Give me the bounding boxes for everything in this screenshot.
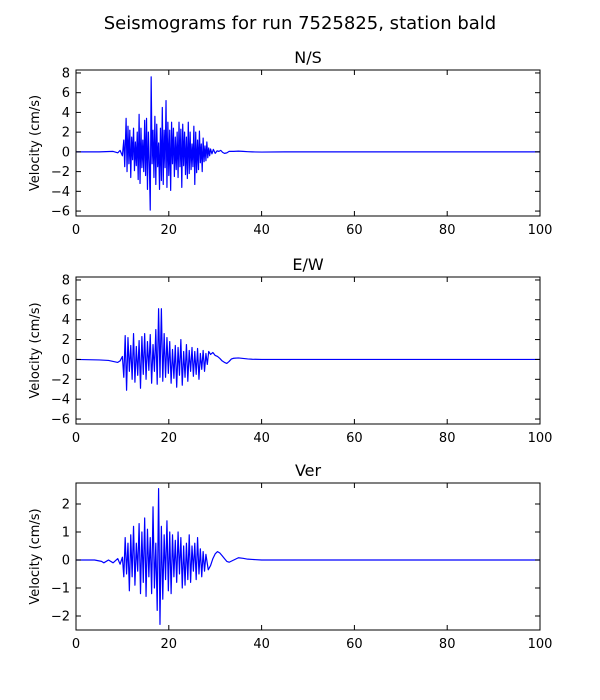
y-tick-label-ver: 2 [62, 498, 70, 513]
y-tick-label-ver: −1 [51, 582, 70, 597]
x-tick-label-ver: 40 [253, 637, 270, 652]
y-tick-label-ew: −4 [51, 393, 70, 408]
y-tick-label-ns: 8 [62, 66, 70, 81]
x-tick-label-ew: 20 [161, 431, 178, 446]
y-tick-label-ver: 0 [62, 554, 70, 569]
axes-frame-ver [75, 482, 541, 631]
x-tick-label-ew: 100 [528, 431, 553, 446]
x-tick-label-ns: 60 [346, 223, 363, 238]
y-tick-label-ew: −6 [51, 413, 70, 428]
y-axis-label-ns: Velocity (cm/s) [28, 95, 43, 191]
y-tick-label-ew: 8 [62, 273, 70, 288]
y-axis-label-ver: Velocity (cm/s) [28, 508, 43, 604]
y-tick-label-ns: −4 [51, 185, 70, 200]
panel-title-ver: Ver [295, 461, 322, 480]
x-tick-label-ew: 80 [439, 431, 456, 446]
x-tick-label-ns: 100 [528, 223, 553, 238]
y-tick-label-ns: 6 [62, 86, 70, 101]
axes-frame-ew [75, 276, 541, 425]
x-tick-label-ew: 40 [253, 431, 270, 446]
figure-title: Seismograms for run 7525825, station bal… [104, 13, 496, 34]
axes-frame-ns [75, 69, 541, 217]
x-tick-label-ver: 0 [72, 637, 80, 652]
panel-title-ns: N/S [294, 48, 322, 67]
x-tick-label-ver: 60 [346, 637, 363, 652]
y-tick-label-ew: 6 [62, 293, 70, 308]
series-line-ew [76, 308, 540, 391]
y-axis-label-ew: Velocity (cm/s) [28, 302, 43, 398]
y-tick-label-ew: 4 [62, 313, 70, 328]
x-tick-label-ver: 100 [528, 637, 553, 652]
panel-ew: E/W Velocity (cm/s) 0 20 40 60 80 100 −6 −4 −2 0 2 4 6… [28, 255, 552, 446]
x-tick-label-ew: 60 [346, 431, 363, 446]
x-tick-label-ns: 40 [253, 223, 270, 238]
y-tick-label-ns: 2 [62, 126, 70, 141]
y-tick-label-ew: 0 [62, 353, 70, 368]
y-tick-label-ns: −6 [51, 205, 70, 220]
series-line-ver [76, 488, 540, 626]
panel-ver: Ver Velocity (cm/s) 0 20 40 60 80 100 −2 −1 0 1 2 [28, 461, 552, 652]
y-tick-label-ver: 1 [62, 526, 70, 541]
x-tick-label-ns: 80 [439, 223, 456, 238]
y-tick-label-ew: 2 [62, 333, 70, 348]
x-tick-label-ns: 0 [72, 223, 80, 238]
panel-title-ew: E/W [292, 255, 324, 274]
x-tick-label-ew: 0 [72, 431, 80, 446]
series-line-ns [76, 76, 540, 211]
y-tick-label-ns: 0 [62, 145, 70, 160]
panel-ns: N/S Velocity (cm/s) 0 20 40 60 80 100 −6 −4 −2 0 2 4 6… [28, 48, 552, 238]
x-tick-label-ver: 80 [439, 637, 456, 652]
y-tick-label-ns: 4 [62, 106, 70, 121]
x-tick-label-ns: 20 [161, 223, 178, 238]
x-tick-label-ver: 20 [161, 637, 178, 652]
y-tick-label-ns: −2 [51, 165, 70, 180]
y-tick-label-ver: −2 [51, 610, 70, 625]
y-tick-label-ew: −2 [51, 373, 70, 388]
